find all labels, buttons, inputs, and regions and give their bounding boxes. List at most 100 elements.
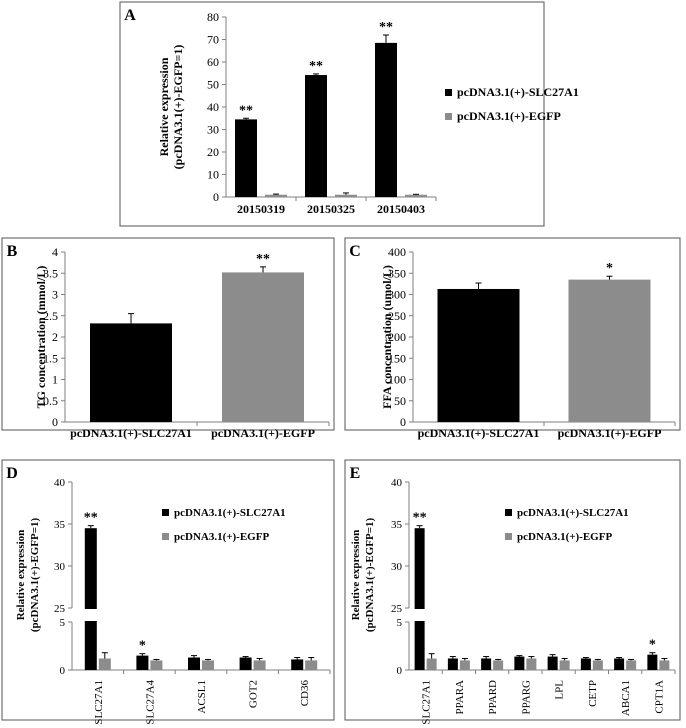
x-tick-label: SLC27A4: [144, 680, 156, 725]
x-tick-label: PPARA: [454, 680, 466, 715]
bar: [614, 658, 625, 670]
y-tick-label: 40: [207, 100, 219, 114]
y-tick-label: 30: [54, 561, 66, 573]
significance-marker: **: [84, 511, 98, 526]
significance-marker: **: [309, 59, 323, 74]
y-axis-label: Relative expression: [350, 530, 362, 621]
y-tick-label: 80: [207, 10, 219, 24]
panel-letter: D: [6, 465, 18, 482]
bar: [405, 194, 427, 197]
bar: [493, 660, 504, 670]
bar: [459, 660, 470, 670]
y-tick-label: 150: [388, 351, 406, 365]
bar: [98, 658, 111, 670]
significance-marker: **: [379, 20, 393, 35]
bar: [626, 660, 637, 670]
y-axis-label: Relative expression: [157, 57, 171, 156]
x-tick-label: pcDNA3.1(+)-SLC27A1: [418, 426, 540, 440]
y-tick-label: 5: [60, 617, 66, 629]
panel-frame: [1, 237, 335, 431]
bar: [305, 75, 327, 197]
x-tick-label: CETP: [587, 680, 599, 707]
y-tick-label: 30: [207, 123, 219, 137]
y-tick-label: 25: [391, 603, 403, 615]
x-tick-label: CPT1A: [653, 680, 665, 714]
x-tick-label: SLC27A1: [93, 680, 105, 725]
significance-marker: **: [256, 252, 270, 267]
y-tick-label: 0.5: [43, 394, 58, 408]
bar: [559, 660, 570, 670]
y-tick-label: 300: [388, 288, 406, 302]
x-tick-label: 20150403: [377, 202, 425, 216]
y-tick-label: 50: [207, 78, 219, 92]
bar: [514, 656, 525, 670]
axis-break-gap: [74, 609, 330, 621]
panel-letter: C: [349, 243, 361, 260]
bar: [239, 657, 252, 670]
bar: [592, 660, 603, 670]
bar: [647, 654, 658, 670]
y-axis-label: FFA concentration (umol/L): [380, 265, 394, 409]
y-tick-label: 250: [388, 309, 406, 323]
panel-letter: A: [124, 7, 136, 24]
x-tick-label: PPARG: [520, 680, 532, 715]
y-axis-label: (pcDNA3.1(+)-EGFP=1): [29, 518, 41, 633]
bar: [222, 272, 304, 422]
x-tick-label: GOT2: [248, 680, 260, 708]
bar: [375, 42, 397, 197]
y-axis-label: TG concentration (mmol/L): [34, 266, 48, 409]
significance-marker: **: [239, 103, 253, 118]
y-tick-label: 70: [207, 33, 219, 47]
bar: [481, 658, 492, 670]
significance-marker: *: [649, 638, 656, 653]
panel-frame: [119, 1, 545, 227]
bar: [90, 323, 172, 422]
x-tick-label: ABCA1: [620, 680, 632, 716]
panel-e: E 0 5 25 30 35 40 Relative expression (pcDNA3.1(…: [344, 459, 681, 725]
y-tick-label: 40: [54, 477, 66, 489]
x-tick-label: pcDNA3.1(+)-EGFP: [558, 426, 662, 440]
y-tick-label: 350: [388, 266, 406, 280]
y-tick-label: 0: [213, 190, 219, 204]
legend-label: pcDNA3.1(+)-EGFP: [517, 531, 612, 543]
legend-swatch: [505, 509, 512, 516]
significance-marker: *: [606, 261, 613, 276]
y-tick-label: 3: [52, 288, 58, 302]
y-tick-label: 50: [394, 394, 406, 408]
significance-marker: **: [413, 511, 427, 526]
legend-label: pcDNA3.1(+)-EGFP: [174, 531, 269, 543]
x-tick-label: 20150319: [237, 202, 285, 216]
bar: [188, 657, 200, 670]
y-tick-label: 25: [54, 603, 66, 615]
bar: [659, 660, 670, 670]
x-tick-label: ACSL1: [196, 680, 208, 714]
panel-frame: [344, 459, 681, 721]
bar: [150, 660, 163, 670]
bar: [265, 194, 287, 197]
bar: [253, 660, 266, 670]
panel-frame: [1, 459, 335, 721]
legend-label: pcDNA3.1(+)-SLC27A1: [174, 507, 286, 519]
y-tick-label: 5: [397, 617, 403, 629]
y-tick-label: 60: [207, 55, 219, 69]
y-axis-label: (pcDNA3.1(+)-EGFP=1): [364, 518, 376, 633]
x-tick-label: PPARD: [487, 680, 499, 715]
y-axis-label: Relative expression: [15, 530, 27, 621]
x-tick-label: SLC27A1: [421, 680, 433, 725]
bar: [202, 660, 214, 670]
legend-label: pcDNA3.1(+)-SLC27A1: [457, 85, 579, 99]
y-tick-label: 2.5: [43, 309, 58, 323]
panel-letter: B: [7, 243, 18, 260]
bar: [84, 528, 97, 670]
bar: [568, 279, 651, 422]
bar: [447, 658, 458, 670]
x-tick-label: pcDNA3.1(+)-SLC27A1: [70, 426, 192, 440]
bar: [547, 656, 558, 670]
panel-b: B 0 0.5 1 1.5 2 2.5 3 3.5 4 TG concentration (mmol…: [1, 237, 335, 440]
bar: [335, 194, 357, 197]
y-axis-label: (pcDNA3.1(+)-EGFP=1): [171, 45, 185, 170]
panel-a: A 0 10 20 30 40 50 60 70 80 Relative expression (pc…: [119, 1, 579, 227]
x-tick-label: 20150325: [307, 202, 355, 216]
y-tick-label: 35: [54, 519, 66, 531]
